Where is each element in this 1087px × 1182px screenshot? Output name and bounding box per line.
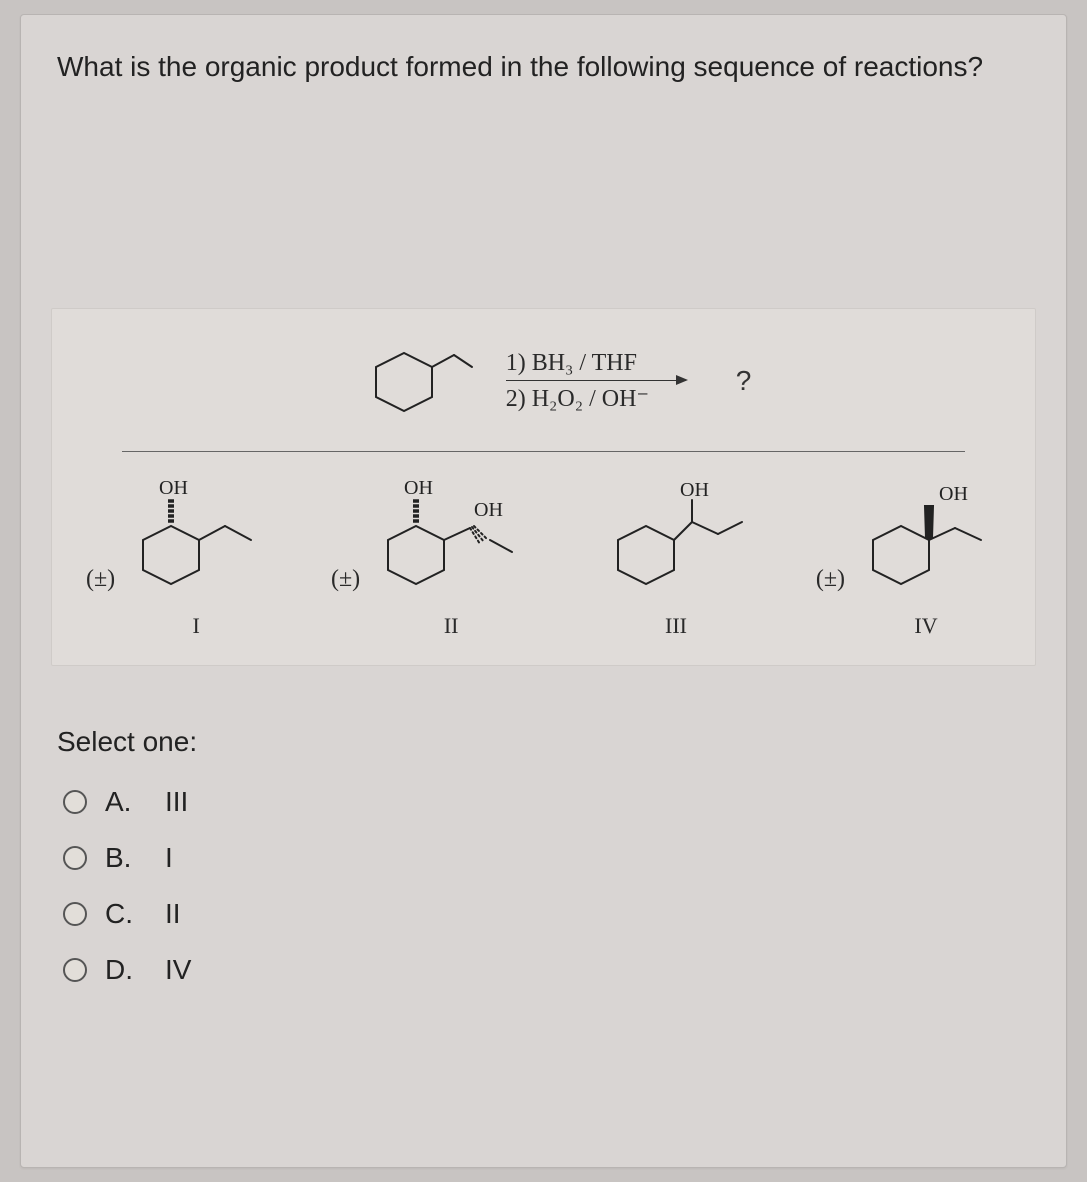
options-list: A. III B. I C. II D. IV: [57, 786, 1030, 986]
question-text: What is the organic product formed in th…: [57, 45, 1030, 88]
structure-III: OH: [596, 478, 756, 598]
option-letter: C.: [105, 898, 147, 930]
question-card: What is the organic product formed in th…: [20, 14, 1067, 1168]
svg-text:OH: OH: [159, 478, 188, 499]
option-C[interactable]: C. II: [63, 898, 1030, 930]
option-value: III: [165, 786, 188, 818]
reaction-arrow: [506, 380, 686, 381]
structure-IV: OH: [851, 478, 1001, 598]
product-I: (±) OH: [86, 478, 271, 639]
reagent-block: 1) BH₃ / THF 2) H₂O₂ / OH⁻: [506, 350, 686, 413]
option-value: II: [165, 898, 181, 930]
option-D[interactable]: D. IV: [63, 954, 1030, 986]
pm-IV: (±): [816, 566, 845, 593]
radio-icon[interactable]: [63, 790, 87, 814]
radio-icon[interactable]: [63, 846, 87, 870]
svg-text:OH: OH: [680, 479, 709, 501]
label-I: I: [121, 613, 271, 639]
option-letter: A.: [105, 786, 147, 818]
structure-I: OH: [121, 478, 271, 598]
option-B[interactable]: B. I: [63, 842, 1030, 874]
reaction-diagram: 1) BH₃ / THF 2) H₂O₂ / OH⁻ ? (±): [51, 308, 1036, 666]
label-III: III: [596, 613, 756, 639]
label-II: II: [366, 613, 536, 639]
select-one-label: Select one:: [57, 726, 1030, 758]
product-IV: (±) OH IV: [816, 478, 1001, 639]
option-value: I: [165, 842, 173, 874]
reagent-1: 1) BH₃ / THF: [506, 350, 637, 377]
svg-text:OH: OH: [474, 499, 503, 521]
svg-text:OH: OH: [939, 483, 968, 505]
products-row: (±) OH: [82, 478, 1005, 639]
substrate-structure: [336, 333, 476, 429]
structure-II: OH OH: [366, 478, 536, 598]
pm-I: (±): [86, 566, 115, 593]
option-value: IV: [165, 954, 191, 986]
pm-II: (±): [331, 566, 360, 593]
option-A[interactable]: A. III: [63, 786, 1030, 818]
radio-icon[interactable]: [63, 902, 87, 926]
radio-icon[interactable]: [63, 958, 87, 982]
label-IV: IV: [851, 613, 1001, 639]
option-letter: D.: [105, 954, 147, 986]
reagent-2: 2) H₂O₂ / OH⁻: [506, 384, 649, 413]
product-III: OH III: [596, 478, 756, 639]
unknown-product: ?: [736, 365, 752, 397]
option-letter: B.: [105, 842, 147, 874]
reaction-row: 1) BH₃ / THF 2) H₂O₂ / OH⁻ ?: [122, 327, 965, 452]
svg-text:OH: OH: [404, 478, 433, 499]
product-II: (±): [331, 478, 536, 639]
